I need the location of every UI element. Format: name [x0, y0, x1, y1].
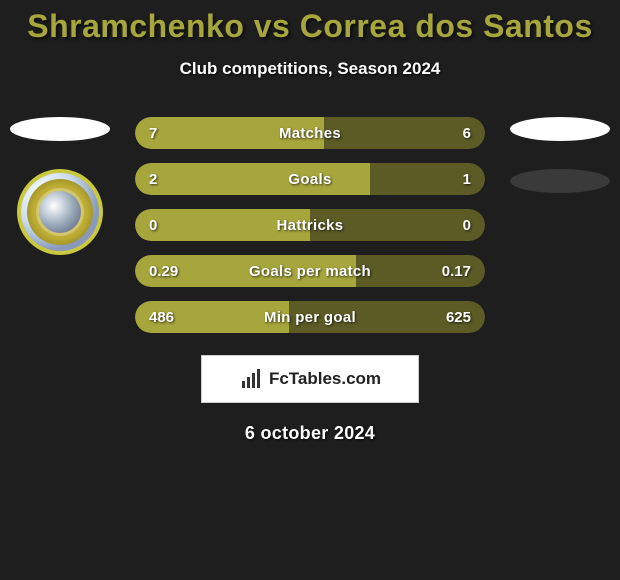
stat-label: Min per goal	[135, 309, 485, 326]
stat-value-right: 0.17	[442, 263, 471, 280]
left-nameplate-ellipse	[10, 117, 110, 141]
stat-label: Goals	[135, 171, 485, 188]
left-club-badge	[17, 169, 103, 255]
stat-row: 0Hattricks0	[135, 209, 485, 241]
comparison-content: 7Matches6 2Goals1 0Hattricks0 0.29Goals per…	[0, 117, 620, 444]
stat-value-right: 6	[463, 125, 471, 142]
stats-list: 7Matches6 2Goals1 0Hattricks0 0.29Goals per…	[135, 117, 485, 333]
brand-box: FcTables.com	[201, 355, 419, 403]
stat-row: 0.29Goals per match0.17	[135, 255, 485, 287]
stat-value-right: 0	[463, 217, 471, 234]
right-player-column	[510, 117, 610, 193]
right-nameplate-ellipse	[510, 117, 610, 141]
stat-value-right: 625	[446, 309, 471, 326]
stat-value-right: 1	[463, 171, 471, 188]
brand-label: FcTables.com	[269, 369, 381, 389]
stat-row: 2Goals1	[135, 163, 485, 195]
page-title: Shramchenko vs Correa dos Santos	[0, 0, 620, 45]
stat-label: Goals per match	[135, 263, 485, 280]
stat-label: Hattricks	[135, 217, 485, 234]
left-player-column	[10, 117, 110, 255]
right-club-badge-placeholder	[510, 169, 610, 193]
stat-label: Matches	[135, 125, 485, 142]
chart-icon	[239, 367, 263, 391]
subtitle: Club competitions, Season 2024	[0, 59, 620, 79]
stat-row: 7Matches6	[135, 117, 485, 149]
stat-row: 486Min per goal625	[135, 301, 485, 333]
date-label: 6 october 2024	[0, 423, 620, 444]
